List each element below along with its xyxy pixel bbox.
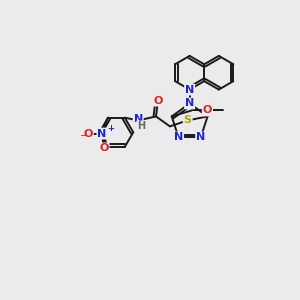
Text: H: H (137, 121, 145, 131)
Text: S: S (184, 116, 192, 125)
Text: O: O (203, 106, 212, 116)
Text: N: N (98, 129, 106, 139)
Text: O: O (83, 129, 93, 139)
Text: N: N (196, 133, 205, 142)
Text: N: N (185, 85, 194, 94)
Text: O: O (153, 96, 163, 106)
Text: N: N (134, 114, 143, 124)
Text: N: N (185, 98, 194, 108)
Text: +: + (107, 124, 114, 133)
Text: −: − (80, 130, 88, 140)
Text: N: N (174, 133, 183, 142)
Text: O: O (99, 143, 109, 153)
